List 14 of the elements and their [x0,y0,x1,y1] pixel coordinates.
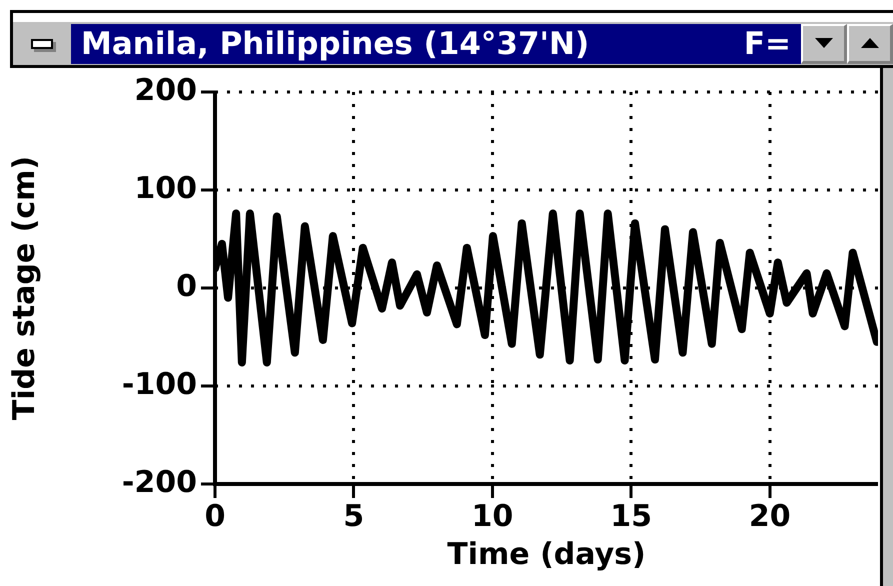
x-tick-label: 5 [343,498,364,534]
x-tick-label: 20 [748,498,791,534]
y-tick-label: 100 [134,170,197,206]
x-tick-label: 0 [204,498,226,534]
y-tick-label: 200 [134,72,197,108]
x-tick-label: 15 [610,498,652,534]
y-tick-label: -100 [122,366,197,402]
x-axis-title: Time (days) [447,536,646,572]
y-tick-label: -200 [122,464,197,500]
text: F= [744,26,791,62]
chart-title: Manila, Philippines (14°37'N) [81,26,590,62]
y-tick-label: 0 [176,268,197,304]
y-axis-title: Tide stage (cm) [6,156,42,420]
x-tick-label: 10 [472,498,514,534]
